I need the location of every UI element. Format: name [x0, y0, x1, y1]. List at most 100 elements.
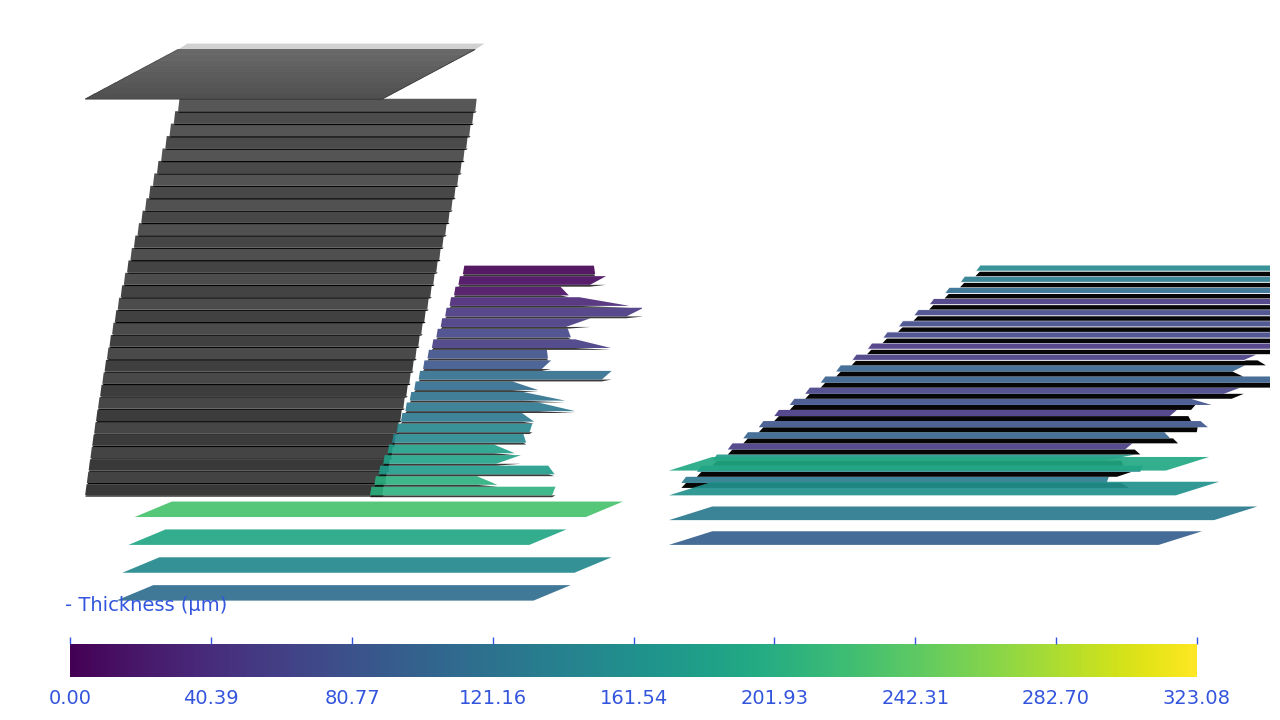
Polygon shape	[148, 186, 456, 198]
Text: - Thickness (μm): - Thickness (μm)	[65, 596, 227, 615]
Polygon shape	[440, 327, 590, 329]
Polygon shape	[84, 93, 392, 99]
Polygon shape	[836, 372, 1243, 377]
Polygon shape	[669, 457, 1210, 471]
Polygon shape	[88, 471, 390, 472]
Polygon shape	[681, 477, 1108, 483]
Polygon shape	[124, 273, 435, 285]
Polygon shape	[914, 310, 1280, 316]
Polygon shape	[454, 295, 568, 297]
Polygon shape	[370, 495, 556, 498]
Polygon shape	[106, 82, 412, 88]
Polygon shape	[759, 427, 1198, 432]
Polygon shape	[436, 329, 571, 338]
Polygon shape	[463, 266, 595, 274]
Polygon shape	[84, 50, 475, 99]
Polygon shape	[108, 359, 417, 361]
Polygon shape	[161, 161, 465, 162]
Polygon shape	[774, 410, 1176, 416]
Polygon shape	[120, 297, 431, 299]
Polygon shape	[115, 310, 426, 322]
Polygon shape	[383, 455, 521, 464]
Polygon shape	[178, 99, 476, 112]
Polygon shape	[102, 384, 411, 385]
Polygon shape	[169, 136, 471, 138]
Polygon shape	[127, 261, 438, 272]
Polygon shape	[805, 394, 1244, 399]
Polygon shape	[92, 446, 396, 447]
Polygon shape	[744, 432, 1170, 438]
Polygon shape	[454, 287, 568, 295]
Polygon shape	[899, 320, 1280, 327]
Polygon shape	[374, 485, 498, 487]
Polygon shape	[960, 282, 1280, 287]
Polygon shape	[157, 55, 463, 60]
Polygon shape	[379, 466, 554, 474]
Polygon shape	[102, 372, 411, 384]
Polygon shape	[867, 349, 1280, 354]
Polygon shape	[728, 449, 1140, 454]
Polygon shape	[851, 354, 1258, 361]
Polygon shape	[105, 372, 413, 373]
Polygon shape	[137, 223, 447, 235]
Polygon shape	[131, 248, 440, 260]
Polygon shape	[914, 316, 1280, 320]
Polygon shape	[397, 432, 532, 434]
Polygon shape	[867, 343, 1280, 349]
Polygon shape	[152, 174, 458, 186]
Polygon shape	[116, 76, 422, 83]
Polygon shape	[84, 495, 384, 497]
Polygon shape	[712, 461, 1124, 466]
Polygon shape	[669, 482, 1219, 495]
Polygon shape	[95, 433, 399, 435]
Polygon shape	[137, 235, 447, 237]
Polygon shape	[84, 485, 384, 495]
Polygon shape	[422, 361, 552, 369]
Polygon shape	[945, 287, 1280, 294]
Polygon shape	[87, 472, 387, 483]
Polygon shape	[113, 323, 422, 334]
Polygon shape	[178, 44, 485, 50]
Polygon shape	[87, 483, 387, 485]
Polygon shape	[91, 458, 393, 459]
Polygon shape	[134, 248, 444, 249]
Polygon shape	[406, 411, 575, 413]
Polygon shape	[458, 285, 605, 287]
Polygon shape	[790, 399, 1212, 405]
Polygon shape	[440, 318, 590, 327]
Polygon shape	[95, 422, 399, 433]
Polygon shape	[96, 88, 402, 94]
Polygon shape	[744, 438, 1178, 444]
Polygon shape	[401, 422, 534, 423]
Polygon shape	[127, 71, 433, 77]
Polygon shape	[696, 466, 1143, 472]
Polygon shape	[120, 285, 431, 297]
Polygon shape	[105, 360, 413, 372]
Polygon shape	[410, 392, 566, 400]
Polygon shape	[92, 434, 396, 446]
Polygon shape	[383, 464, 521, 466]
Polygon shape	[681, 483, 1129, 488]
Polygon shape	[428, 350, 548, 359]
Polygon shape	[415, 382, 539, 390]
Polygon shape	[392, 443, 526, 444]
Polygon shape	[669, 506, 1257, 520]
Polygon shape	[445, 316, 644, 318]
Polygon shape	[113, 334, 422, 336]
Polygon shape	[790, 405, 1196, 410]
Polygon shape	[445, 307, 644, 316]
Polygon shape	[397, 423, 532, 432]
Polygon shape	[88, 459, 390, 471]
Polygon shape	[108, 348, 417, 359]
Polygon shape	[975, 271, 1280, 276]
Polygon shape	[169, 124, 471, 136]
Polygon shape	[118, 297, 429, 310]
Polygon shape	[728, 444, 1133, 449]
Polygon shape	[883, 338, 1274, 343]
Polygon shape	[431, 339, 611, 348]
Polygon shape	[118, 310, 429, 311]
Polygon shape	[406, 402, 575, 411]
Polygon shape	[110, 347, 420, 348]
Polygon shape	[148, 198, 456, 199]
Polygon shape	[174, 124, 474, 125]
